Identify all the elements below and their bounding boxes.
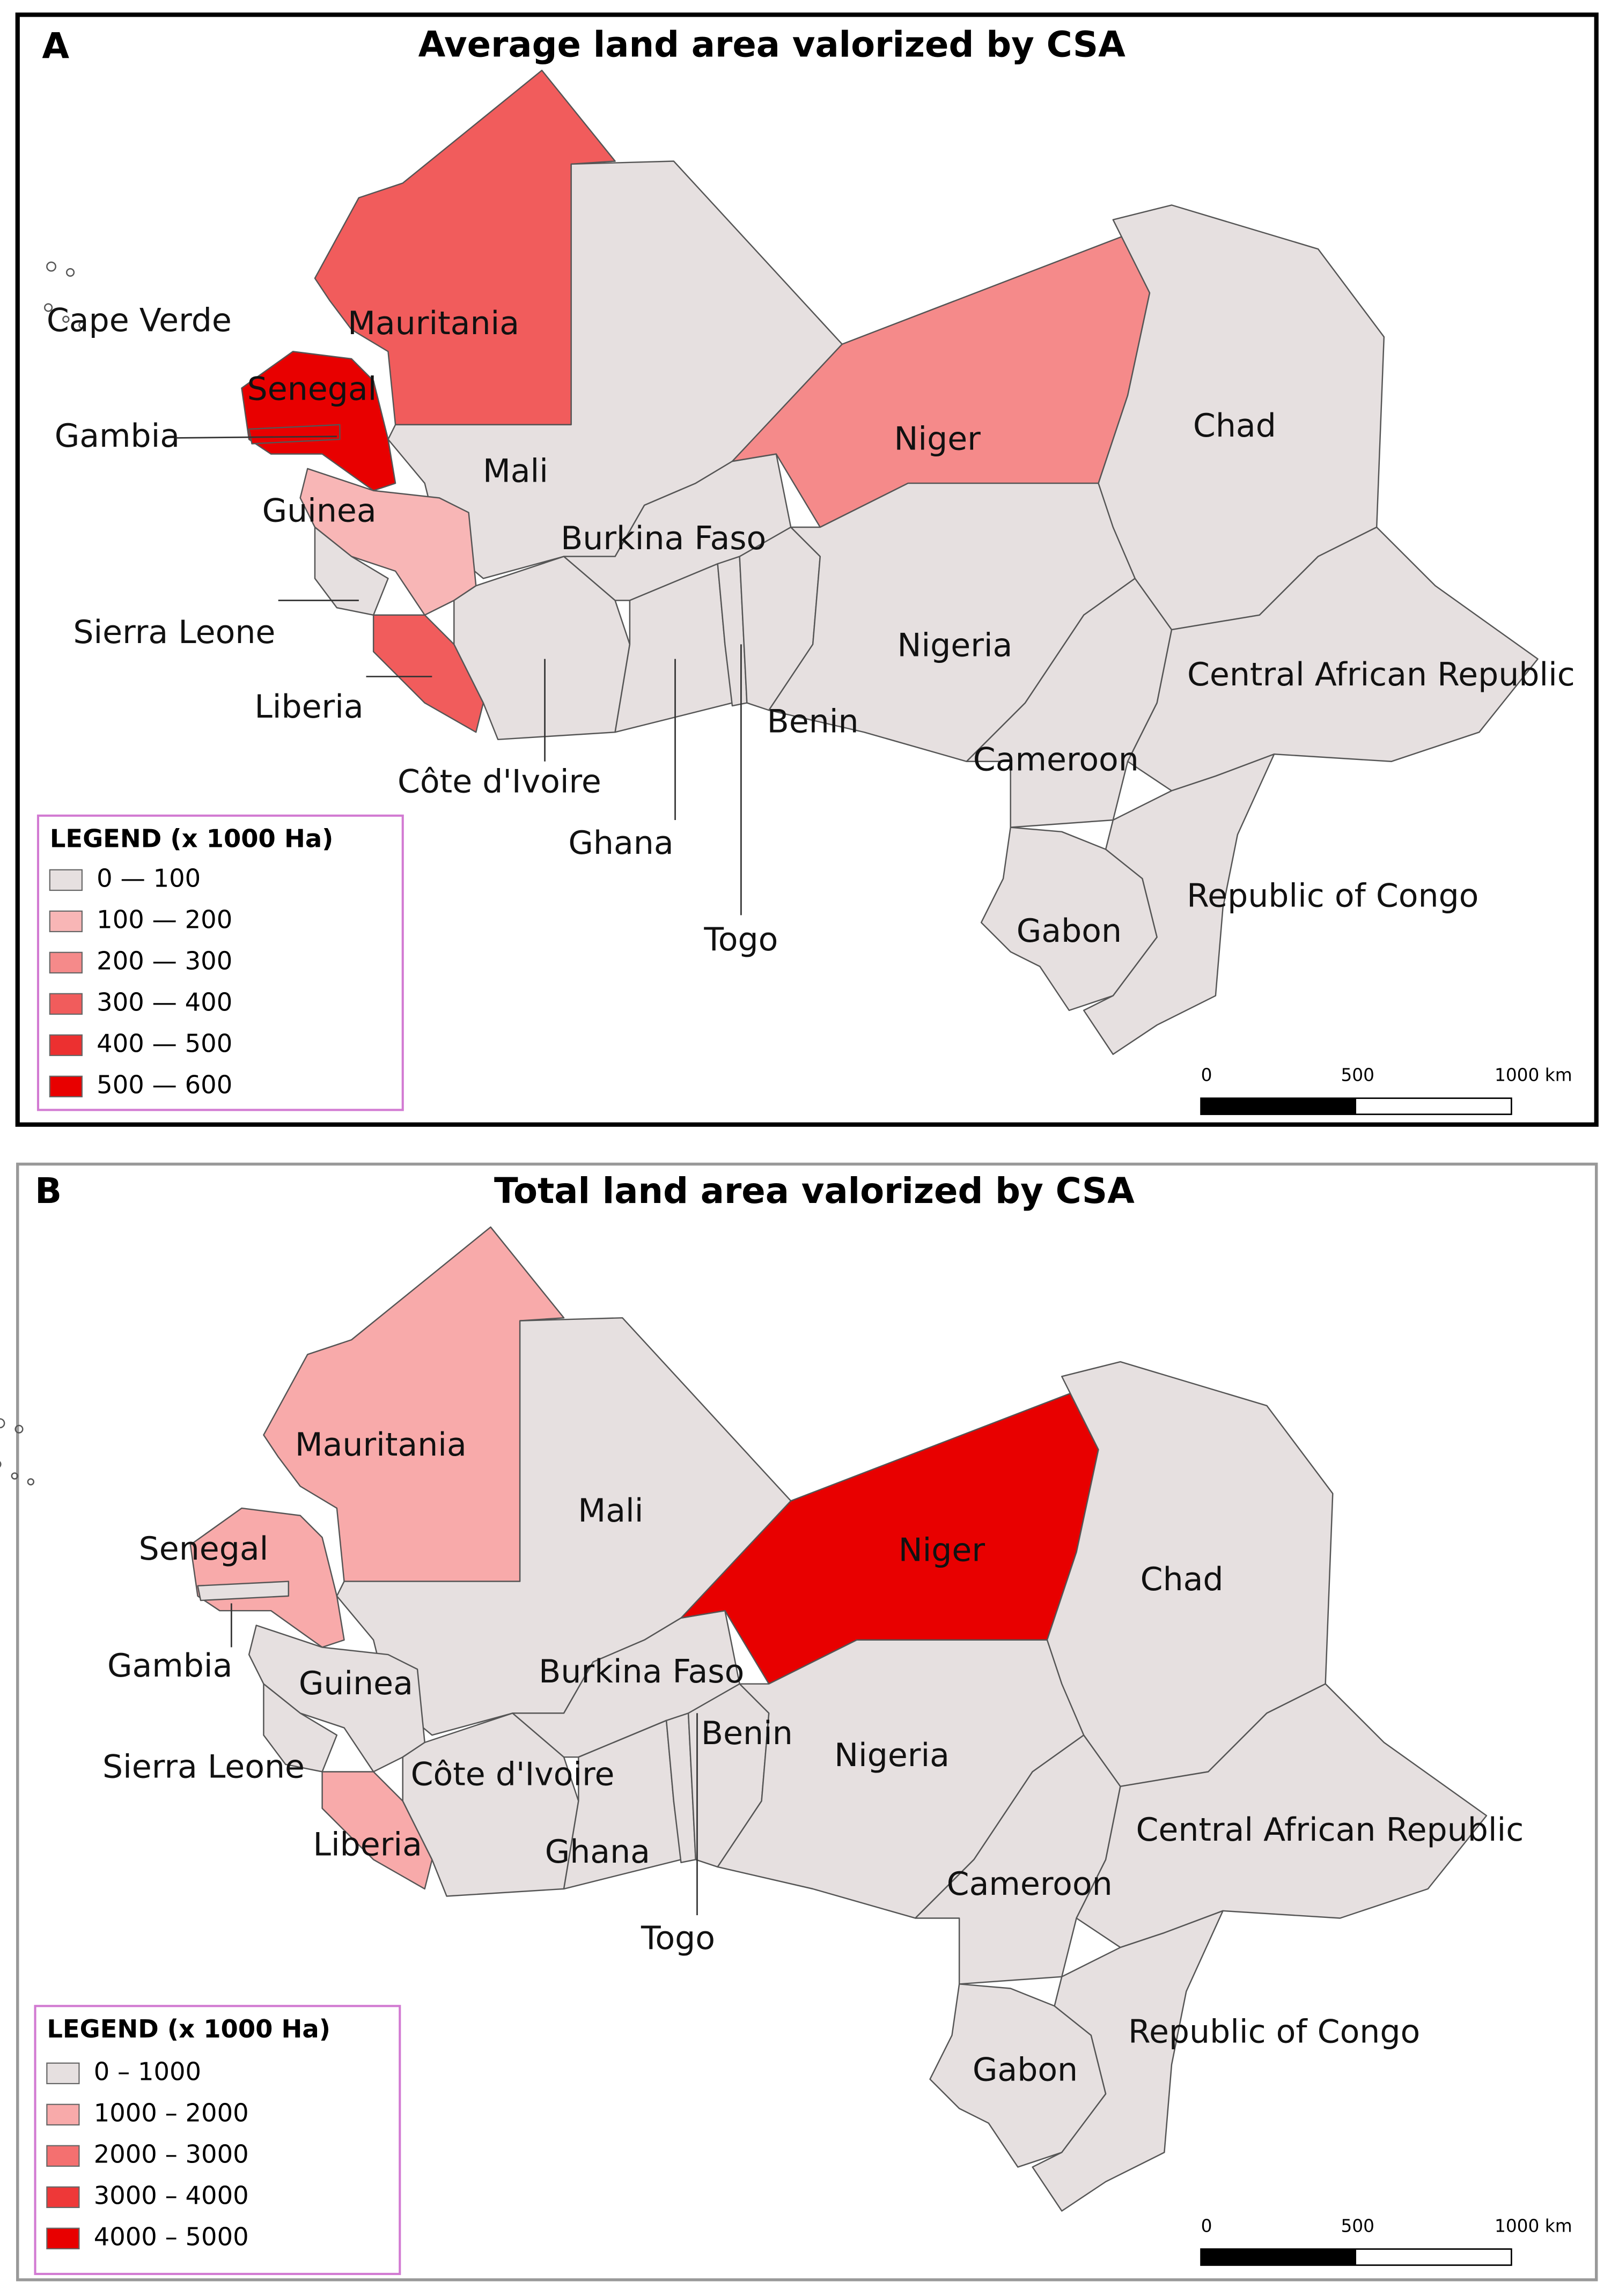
legend-label: 1000 – 2000 xyxy=(94,2098,249,2127)
panel-letter: B xyxy=(35,1171,62,1212)
country-label: Cape Verde xyxy=(47,301,232,339)
panel-title: Average land area valorized by CSA xyxy=(418,25,1126,65)
country-label: Central African Republic xyxy=(1187,656,1575,693)
country-label: Ghana xyxy=(568,824,673,862)
map-panel: Cape Verde Mauritania Senegal Gambia Mali Gui… xyxy=(36,25,1575,1116)
legend-box xyxy=(34,2005,401,2275)
country-label: Togo xyxy=(703,921,778,958)
legend-label: 0 – 1000 xyxy=(94,2057,201,2086)
country-label: Mali xyxy=(483,453,548,490)
country-label: Liberia xyxy=(254,688,363,726)
country-label: Republic of Congo xyxy=(1128,2013,1420,2051)
country-label: Niger xyxy=(894,420,981,458)
legend-swatch xyxy=(49,1075,83,1098)
scale-label: 500 xyxy=(1341,1065,1374,1086)
country-label: Cameroon xyxy=(973,741,1139,778)
country-label: Senegal xyxy=(139,1530,269,1568)
legend-title: LEGEND (x 1000 Ha) xyxy=(47,2014,330,2043)
legend-box xyxy=(36,814,404,1111)
country-label: Côte d'Ivoire xyxy=(411,1755,615,1793)
legend-label: 3000 – 4000 xyxy=(94,2181,249,2210)
scale-bar xyxy=(1201,2249,1356,2265)
country-label: Nigeria xyxy=(898,626,1013,664)
country-label: Cameroon xyxy=(947,1865,1113,1903)
country-label: Nigeria xyxy=(834,1737,950,1774)
legend-swatch xyxy=(46,2186,80,2209)
legend-label: 300 — 400 xyxy=(97,987,232,1016)
legend-swatch xyxy=(46,2227,80,2250)
legend-swatch xyxy=(49,869,83,891)
legend-label: 4000 – 5000 xyxy=(94,2222,249,2251)
legend-swatch xyxy=(46,2062,80,2085)
country-label: Gambia xyxy=(107,1647,232,1685)
country-label: Guinea xyxy=(299,1665,413,1702)
legend-swatch xyxy=(49,993,83,1015)
country-label: Burkina Faso xyxy=(539,1653,744,1690)
legend-label: 400 — 500 xyxy=(97,1029,232,1058)
scale-label: 1000 km xyxy=(1495,1065,1572,1086)
legend-label: 2000 – 3000 xyxy=(94,2139,249,2168)
map-panel: Mauritania Senegal Gambia Mali Guinea Sierra … xyxy=(0,1171,1572,2275)
country-label: Niger xyxy=(899,1532,985,1569)
legend-swatch xyxy=(49,1034,83,1057)
country-label: Gabon xyxy=(973,2051,1078,2089)
scale-bar xyxy=(1201,1098,1356,1114)
country-label: Republic of Congo xyxy=(1187,877,1478,914)
country-label: Liberia xyxy=(313,1826,422,1863)
legend-swatch xyxy=(49,910,83,933)
country-label: Côte d'Ivoire xyxy=(398,763,601,800)
country-label: Benin xyxy=(701,1715,793,1752)
legend-label: 100 — 200 xyxy=(97,905,232,934)
country-label: Burkina Faso xyxy=(561,520,766,557)
country-label: Guinea xyxy=(262,492,377,529)
legend-swatch xyxy=(46,2145,80,2167)
legend-title: LEGEND (x 1000 Ha) xyxy=(50,824,334,853)
legend-swatch xyxy=(49,951,83,974)
country-label: Mali xyxy=(578,1492,643,1530)
legend-label: 200 — 300 xyxy=(97,946,232,975)
legend-swatch xyxy=(46,2103,80,2126)
country-label: Senegal xyxy=(247,371,377,408)
scale-label: 0 xyxy=(1201,1065,1212,1086)
country-label: Chad xyxy=(1141,1561,1224,1598)
legend-label: 0 — 100 xyxy=(97,863,201,892)
country-label: Benin xyxy=(767,703,859,740)
country-label: Gabon xyxy=(1017,912,1122,950)
country-label: Central African Republic xyxy=(1136,1811,1524,1849)
country-label: Mauritania xyxy=(295,1426,467,1464)
scale-label: 1000 km xyxy=(1495,2216,1572,2236)
leader-lines xyxy=(175,435,742,1916)
scale-label: 500 xyxy=(1341,2216,1374,2236)
country-label: Gambia xyxy=(55,417,180,455)
country-label: Chad xyxy=(1193,407,1276,445)
country-label: Ghana xyxy=(545,1833,650,1871)
scale-label: 0 xyxy=(1201,2216,1212,2236)
country-label: Togo xyxy=(641,1920,715,1957)
country-label: Sierra Leone xyxy=(102,1748,305,1786)
country-label: Sierra Leone xyxy=(73,614,275,651)
country-label: Mauritania xyxy=(348,305,519,342)
panel-letter: A xyxy=(42,26,69,67)
panel-title: Total land area valorized by CSA xyxy=(494,1171,1135,1212)
legend-label: 500 — 600 xyxy=(97,1070,232,1099)
